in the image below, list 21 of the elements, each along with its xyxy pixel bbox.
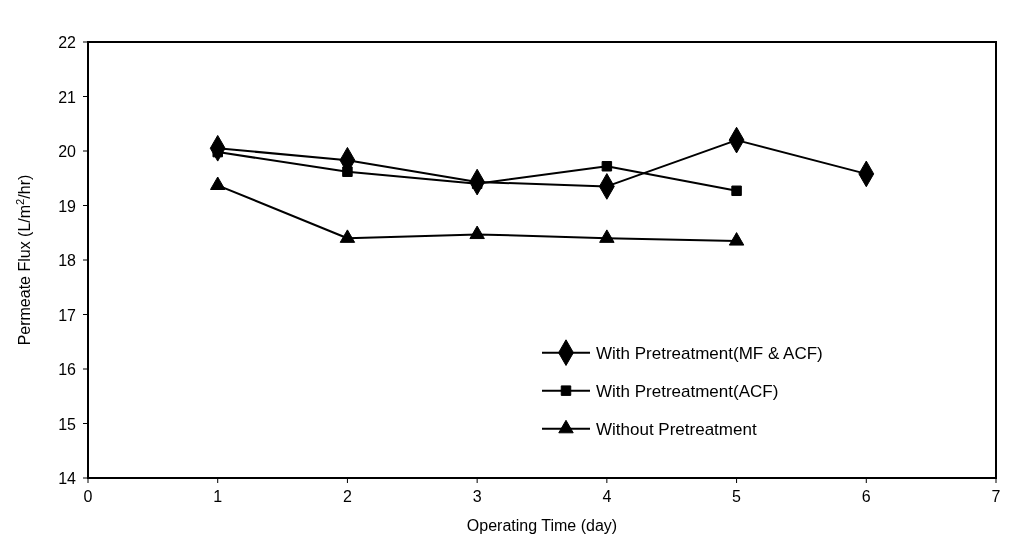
y-tick-label: 17 <box>58 306 77 324</box>
y-tick-label: 20 <box>58 143 77 160</box>
x-tick-label: 7 <box>991 488 1001 505</box>
y-tick-label: 14 <box>58 470 77 487</box>
x-tick-label: 6 <box>861 488 871 505</box>
x-tick-label: 2 <box>342 488 352 505</box>
legend-label: With Pretreatment(ACF) <box>596 381 779 401</box>
x-tick-label: 4 <box>602 488 612 505</box>
y-tick-label: 15 <box>58 415 77 433</box>
legend-label: Without Pretreatment <box>596 419 757 439</box>
x-tick-label: 3 <box>472 488 482 505</box>
x-tick-label: 1 <box>213 488 223 505</box>
legend-label: With Pretreatment(MF & ACF) <box>596 343 823 363</box>
x-tick-label: 5 <box>732 488 742 505</box>
y-tick-label: 16 <box>58 361 77 378</box>
x-tick-label: 0 <box>83 488 93 505</box>
y-tick-label: 19 <box>58 197 77 215</box>
x-axis-title: Operating Time (day) <box>466 517 618 534</box>
y-tick-label: 18 <box>58 252 77 269</box>
y-tick-label: 22 <box>58 34 77 51</box>
y-tick-label: 21 <box>58 88 77 106</box>
